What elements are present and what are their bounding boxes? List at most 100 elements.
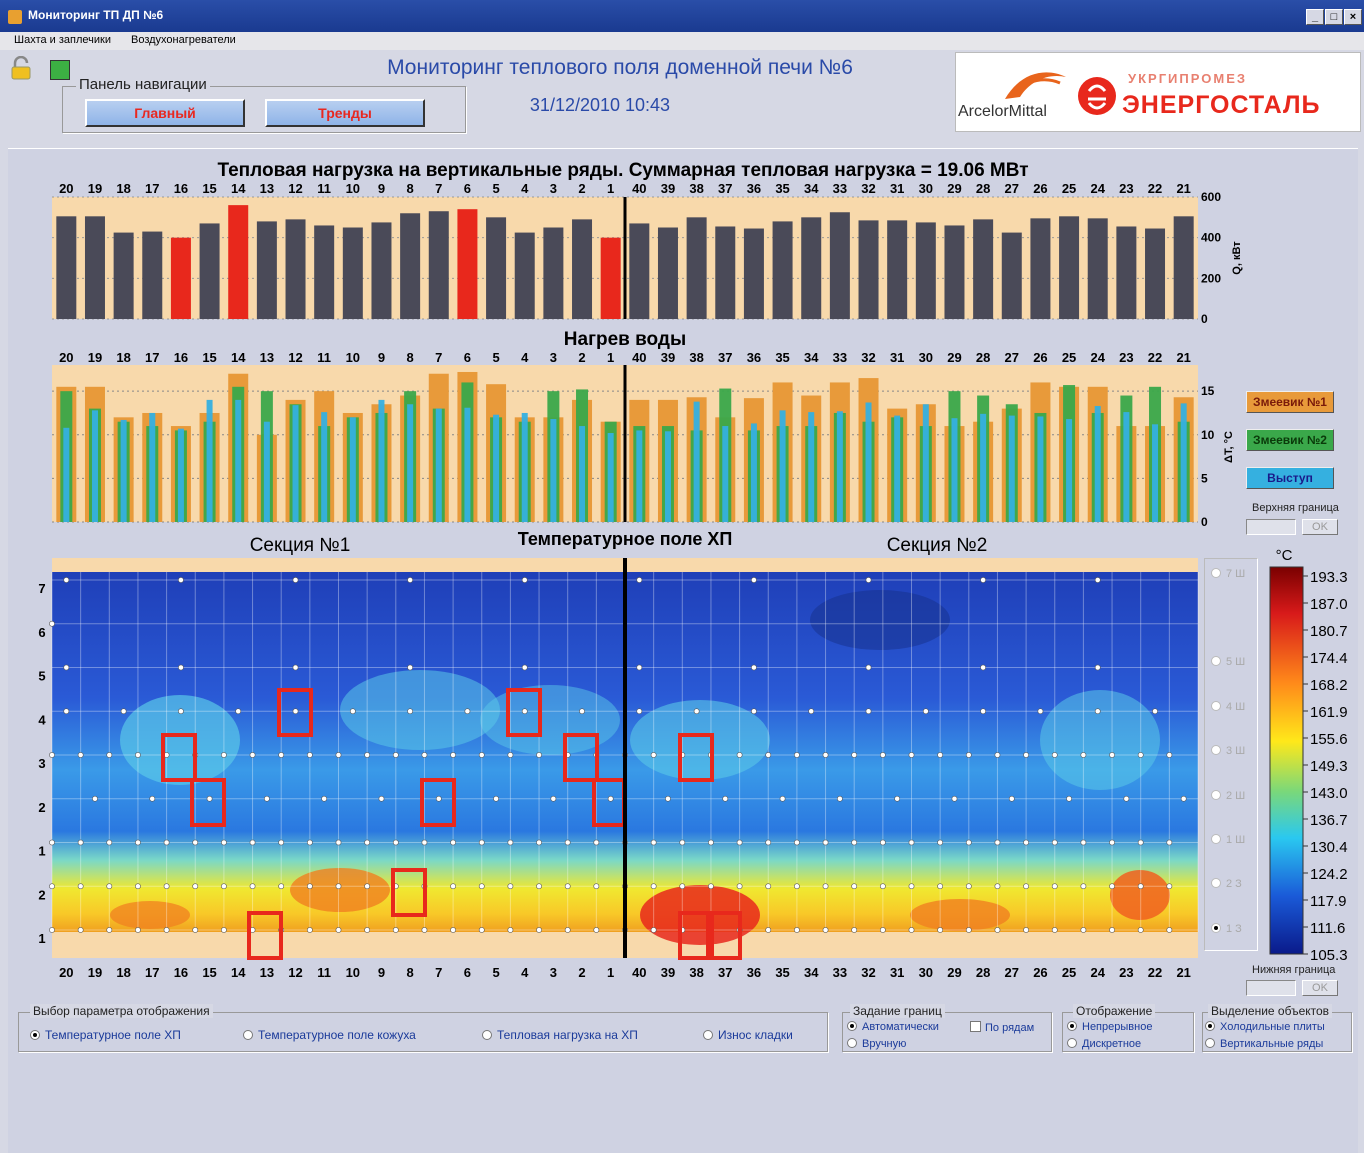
- tier-radio-5[interactable]: 1 Ш: [1211, 834, 1245, 846]
- radio-dot[interactable]: [1211, 834, 1221, 844]
- minimize-button[interactable]: _: [1306, 9, 1324, 25]
- sensor-point: [49, 927, 55, 933]
- radio-dot[interactable]: [1067, 1021, 1077, 1031]
- radio-dot[interactable]: [1211, 923, 1221, 933]
- sensor-point: [765, 752, 772, 758]
- column-label: 22: [1148, 965, 1162, 980]
- column-label: 2: [578, 181, 585, 196]
- sensor-point: [1137, 752, 1144, 758]
- radio-vertical-rows[interactable]: Вертикальные ряды: [1205, 1038, 1323, 1050]
- tier-radio-1[interactable]: 5 Ш: [1211, 656, 1245, 668]
- menu-item-shaft[interactable]: Шахта и заплечики: [14, 34, 111, 46]
- radio-heat-load[interactable]: Тепловая нагрузка на ХП: [482, 1028, 638, 1042]
- radio-dot[interactable]: [1205, 1038, 1215, 1048]
- legend-ledge-button[interactable]: Выступ: [1246, 467, 1334, 489]
- tier-radio-0[interactable]: 7 Ш: [1211, 568, 1245, 580]
- tier-radio-3[interactable]: 3 Ш: [1211, 745, 1245, 757]
- water-ytick: 10: [1201, 428, 1215, 442]
- sensor-point: [1094, 577, 1101, 583]
- radio-lining-wear[interactable]: Износ кладки: [703, 1028, 793, 1042]
- heatload-bar: [56, 216, 77, 319]
- by-rows-checkbox[interactable]: По рядам: [970, 1021, 1034, 1034]
- sensor-point: [1051, 752, 1058, 758]
- sensor-point: [937, 883, 944, 890]
- sensor-point: [435, 795, 442, 802]
- radio-dot[interactable]: [482, 1030, 492, 1040]
- tier-radio-6[interactable]: 2 З: [1211, 878, 1242, 890]
- radio-dot[interactable]: [847, 1038, 857, 1048]
- column-label: 5: [492, 181, 499, 196]
- lower-bound-ok-button[interactable]: OK: [1302, 980, 1338, 996]
- radio-cold-plates[interactable]: Холодильные плиты: [1205, 1021, 1325, 1033]
- sensor-point: [306, 927, 313, 933]
- sensor-point: [794, 752, 800, 758]
- radio-dot[interactable]: [1067, 1038, 1077, 1048]
- radio-discrete[interactable]: Дискретное: [1067, 1038, 1141, 1050]
- sensor-point: [650, 927, 657, 933]
- column-label: 39: [661, 965, 675, 980]
- sensor-point: [478, 752, 485, 758]
- radio-dot[interactable]: [1205, 1021, 1215, 1031]
- water-bars: [56, 371, 1194, 522]
- checkbox-box[interactable]: [970, 1021, 981, 1032]
- ledge-bar: [91, 410, 98, 522]
- sensor-point: [392, 927, 399, 933]
- upper-bound-input[interactable]: [1246, 519, 1296, 535]
- ledge-bar: [865, 402, 872, 522]
- radio-dot[interactable]: [847, 1021, 857, 1031]
- display-param-group: [18, 1012, 828, 1052]
- maximize-button[interactable]: □: [1325, 9, 1343, 25]
- radio-shell-temp[interactable]: Температурное поле кожуха: [243, 1028, 416, 1042]
- section2-label: Секция №2: [887, 535, 988, 556]
- radio-dot[interactable]: [703, 1030, 713, 1040]
- heatload-bar: [686, 217, 707, 319]
- lock-icon[interactable]: [10, 56, 32, 80]
- column-label: 5: [492, 965, 499, 980]
- sensor-point: [220, 752, 227, 758]
- legend-coil2-button[interactable]: Змеевик №2: [1246, 429, 1334, 451]
- radio-dot[interactable]: [1211, 656, 1221, 666]
- close-button[interactable]: ×: [1344, 9, 1362, 25]
- ledge-bar: [120, 419, 127, 522]
- radio-temp-field[interactable]: Температурное поле ХП: [30, 1028, 181, 1042]
- radio-dot[interactable]: [1211, 701, 1221, 711]
- sensor-point: [220, 883, 227, 890]
- radio-manual-bounds[interactable]: Вручную: [847, 1038, 906, 1050]
- legend-coil1-button[interactable]: Змеевик №1: [1246, 391, 1334, 413]
- lower-bound-input[interactable]: [1246, 980, 1296, 996]
- heatmap-row-label: 2: [38, 800, 45, 815]
- sensor-point: [106, 883, 113, 890]
- radio-dot[interactable]: [1211, 878, 1221, 888]
- radio-dot[interactable]: [1211, 745, 1221, 755]
- tier-radio-7[interactable]: 1 З: [1211, 923, 1242, 935]
- radio-lining-wear-label: Износ кладки: [718, 1028, 793, 1042]
- ledge-bar: [177, 428, 184, 522]
- tier-label: 5 Ш: [1226, 656, 1246, 668]
- menu-item-stoves[interactable]: Воздухонагреватели: [131, 34, 236, 46]
- tier-radio-4[interactable]: 2 Ш: [1211, 790, 1245, 802]
- radio-dot[interactable]: [243, 1030, 253, 1040]
- heatmap-row-label: 3: [38, 756, 45, 771]
- main-button[interactable]: Главный: [85, 99, 245, 127]
- upper-bound-ok-button[interactable]: OK: [1302, 519, 1338, 535]
- column-label: 6: [464, 965, 471, 980]
- trends-button[interactable]: Тренды: [265, 99, 425, 127]
- radio-dot[interactable]: [30, 1030, 40, 1040]
- sensor-point: [894, 795, 901, 802]
- heatmap-row-label: 4: [38, 712, 46, 727]
- radio-dot[interactable]: [1211, 568, 1221, 578]
- sensor-point: [249, 883, 256, 890]
- radio-continuous[interactable]: Непрерывное: [1067, 1021, 1152, 1033]
- sensor-point: [1051, 927, 1058, 933]
- nav-panel-label: Панель навигации: [76, 76, 210, 93]
- heatload-bar: [657, 227, 678, 319]
- tier-radio-2[interactable]: 4 Ш: [1211, 701, 1245, 713]
- radio-auto-bounds[interactable]: Автоматически: [847, 1021, 939, 1033]
- radio-dot[interactable]: [1211, 790, 1221, 800]
- sensor-point: [306, 883, 313, 890]
- heatload-bar: [400, 213, 421, 319]
- energostal-logo-icon: [1078, 77, 1116, 115]
- column-label: 24: [1090, 965, 1105, 980]
- colorbar-ticks: 193.3 187.0 180.7 174.4 168.2 161.9 155.6 149.3…: [1303, 569, 1348, 964]
- heatload-bar: [285, 219, 306, 319]
